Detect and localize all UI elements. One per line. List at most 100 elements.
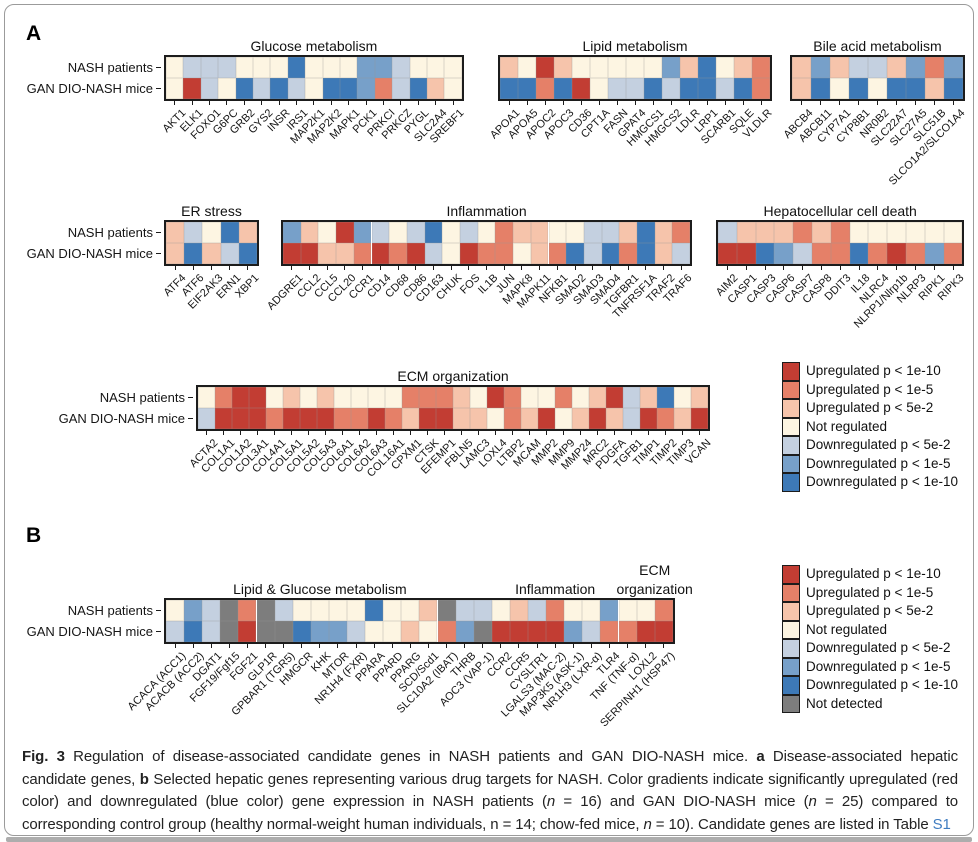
- heatmap-cell: [680, 78, 698, 99]
- heatmap-cell: [637, 222, 655, 243]
- heatmap-cell: [618, 600, 637, 621]
- heatmap-cell: [906, 57, 925, 78]
- axis-tick: [580, 431, 581, 435]
- heatmap-cell: [460, 222, 478, 243]
- heatmap-cell: [640, 387, 657, 408]
- axis-tick: [319, 644, 321, 648]
- axis-tick: [296, 101, 297, 105]
- heatmap-cell: [849, 57, 868, 78]
- axis-tick: [415, 266, 417, 270]
- heatmap-cell: [202, 600, 221, 621]
- heatmap-title: Inflammation: [446, 203, 527, 219]
- heatmap-cell: [353, 222, 372, 243]
- legend-a-swatch: [782, 399, 800, 418]
- heatmap-cell: [409, 78, 427, 99]
- heatmap-cell: [238, 243, 257, 264]
- axis-tick: [359, 431, 360, 435]
- heatmap-cell: [606, 408, 623, 429]
- legend-b-swatch: [782, 694, 800, 713]
- heatmap-cell: [657, 408, 674, 429]
- axis-tick: [952, 266, 954, 270]
- heatmap-cell: [554, 78, 572, 99]
- heatmap-cell: [374, 78, 393, 99]
- legend-b-swatch: [782, 676, 800, 695]
- heatmap-cell: [716, 57, 734, 78]
- caption-run: = 25) compared to corresponding control …: [22, 793, 958, 833]
- legend-b-swatch: [782, 657, 800, 676]
- caption-run: = 16) and GAN DIO-NASH mice (: [555, 793, 809, 810]
- heatmap-cell: [283, 408, 300, 429]
- heatmap-cell: [220, 222, 239, 243]
- axis-tick: [400, 101, 402, 105]
- table-s1-link[interactable]: S1: [932, 815, 951, 833]
- figure-caption: Fig. 3 Regulation of disease-associated …: [22, 746, 958, 836]
- axis-tick: [526, 101, 528, 105]
- legend-a-swatch: [782, 362, 800, 381]
- heatmap-cell: [518, 78, 536, 99]
- heatmap-cell: [538, 387, 555, 408]
- heatmap-cell: [318, 243, 337, 264]
- heatmap-cell: [392, 78, 410, 99]
- heatmap-cell: [365, 600, 384, 621]
- axis-tick: [500, 644, 502, 648]
- heatmap-cell: [402, 408, 419, 429]
- heatmap-cell: [215, 408, 232, 429]
- axis-tick: [211, 266, 212, 270]
- heatmap-cell: [368, 408, 385, 429]
- heatmap-cell: [406, 243, 425, 264]
- axis-tick: [546, 431, 547, 435]
- heatmap-cell: [473, 621, 492, 642]
- heatmap-cell: [340, 57, 358, 78]
- axis-tick: [446, 644, 448, 648]
- axis-tick: [572, 644, 574, 648]
- heatmap-cell: [328, 600, 347, 621]
- heatmap-cell: [491, 600, 510, 621]
- heatmap-cell: [385, 408, 402, 429]
- heatmap-cell: [266, 387, 283, 408]
- heatmap-cell: [601, 243, 620, 264]
- heatmap-cell: [698, 57, 716, 78]
- heatmap-cell: [300, 222, 319, 243]
- axis-tick: [342, 431, 343, 435]
- heatmap-cell: [166, 222, 185, 243]
- heatmap-cell: [583, 222, 602, 243]
- axis-tick: [554, 644, 556, 648]
- row-label: GAN DIO-NASH mice: [27, 246, 161, 261]
- axis-tick: [631, 431, 632, 435]
- axis-tick: [240, 431, 241, 435]
- heatmap-cell: [566, 243, 584, 264]
- heatmap-cell: [718, 222, 737, 243]
- heatmap-cell: [589, 387, 606, 408]
- heatmap-cell: [184, 222, 203, 243]
- heatmap-cell: [371, 243, 390, 264]
- axis-tick: [391, 644, 393, 648]
- heatmap-cell: [674, 408, 691, 429]
- heatmap-cell: [166, 78, 184, 99]
- heatmap-cell: [477, 243, 496, 264]
- heatmap-cell: [513, 222, 531, 243]
- legend-a-swatch: [782, 473, 800, 492]
- heatmap-cell: [691, 387, 708, 408]
- heatmap-cell: [334, 387, 351, 408]
- heatmap-cell: [419, 408, 436, 429]
- heatmap-cell: [305, 78, 323, 99]
- heatmap-cell: [734, 57, 752, 78]
- heatmap-title: ER stress: [181, 203, 242, 219]
- heatmap-cell: [830, 222, 850, 243]
- heatmap-cell: [582, 621, 601, 642]
- axis-tick: [410, 431, 411, 435]
- heatmap-cell: [849, 222, 869, 243]
- heatmap-cell: [589, 408, 606, 429]
- heatmap-cell: [583, 243, 602, 264]
- heatmap-section-title: ECM: [639, 562, 671, 578]
- heatmap-cell: [328, 621, 347, 642]
- heatmap-cell: [220, 600, 239, 621]
- heatmap-cell: [654, 222, 673, 243]
- heatmap-cell: [944, 78, 963, 99]
- heatmap-cell: [473, 600, 492, 621]
- heatmap-cell: [300, 387, 317, 408]
- heatmap-cell: [436, 408, 453, 429]
- heatmap-cell: [618, 621, 637, 642]
- heatmap-cell: [924, 243, 944, 264]
